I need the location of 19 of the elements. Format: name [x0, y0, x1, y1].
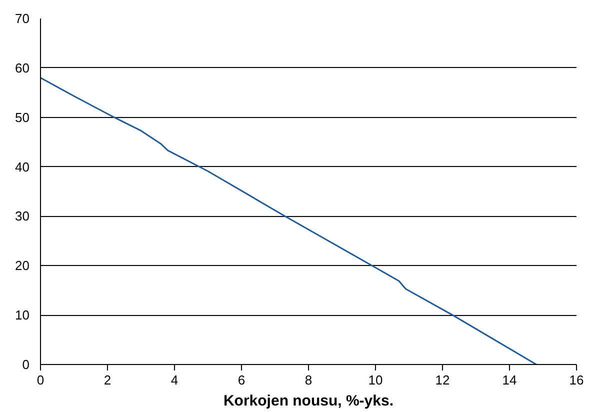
x-tick-label: 4 [170, 372, 178, 388]
y-tick-label: 30 [15, 208, 30, 224]
y-tick-label: 60 [15, 60, 30, 76]
line-series [40, 77, 538, 364]
x-tick-label: 2 [104, 372, 112, 388]
y-tick-label: 0 [22, 357, 30, 372]
y-tick-label: 70 [15, 11, 30, 26]
x-tick-label: 6 [238, 372, 246, 388]
y-tick-label: 20 [15, 258, 30, 274]
y-tick-label: 50 [15, 110, 30, 125]
x-tick-label: 8 [304, 372, 312, 388]
x-tick-label: 12 [435, 372, 450, 388]
y-tick-label: 10 [15, 308, 30, 323]
x-tick-label: 0 [36, 372, 44, 388]
x-tick-label: 14 [502, 372, 517, 388]
x-axis-title: Korkojen nousu, %-yks. [223, 392, 394, 410]
x-tick-label: 10 [368, 372, 383, 388]
y-tick-label: 40 [15, 159, 30, 174]
x-tick-label: 16 [569, 372, 584, 388]
